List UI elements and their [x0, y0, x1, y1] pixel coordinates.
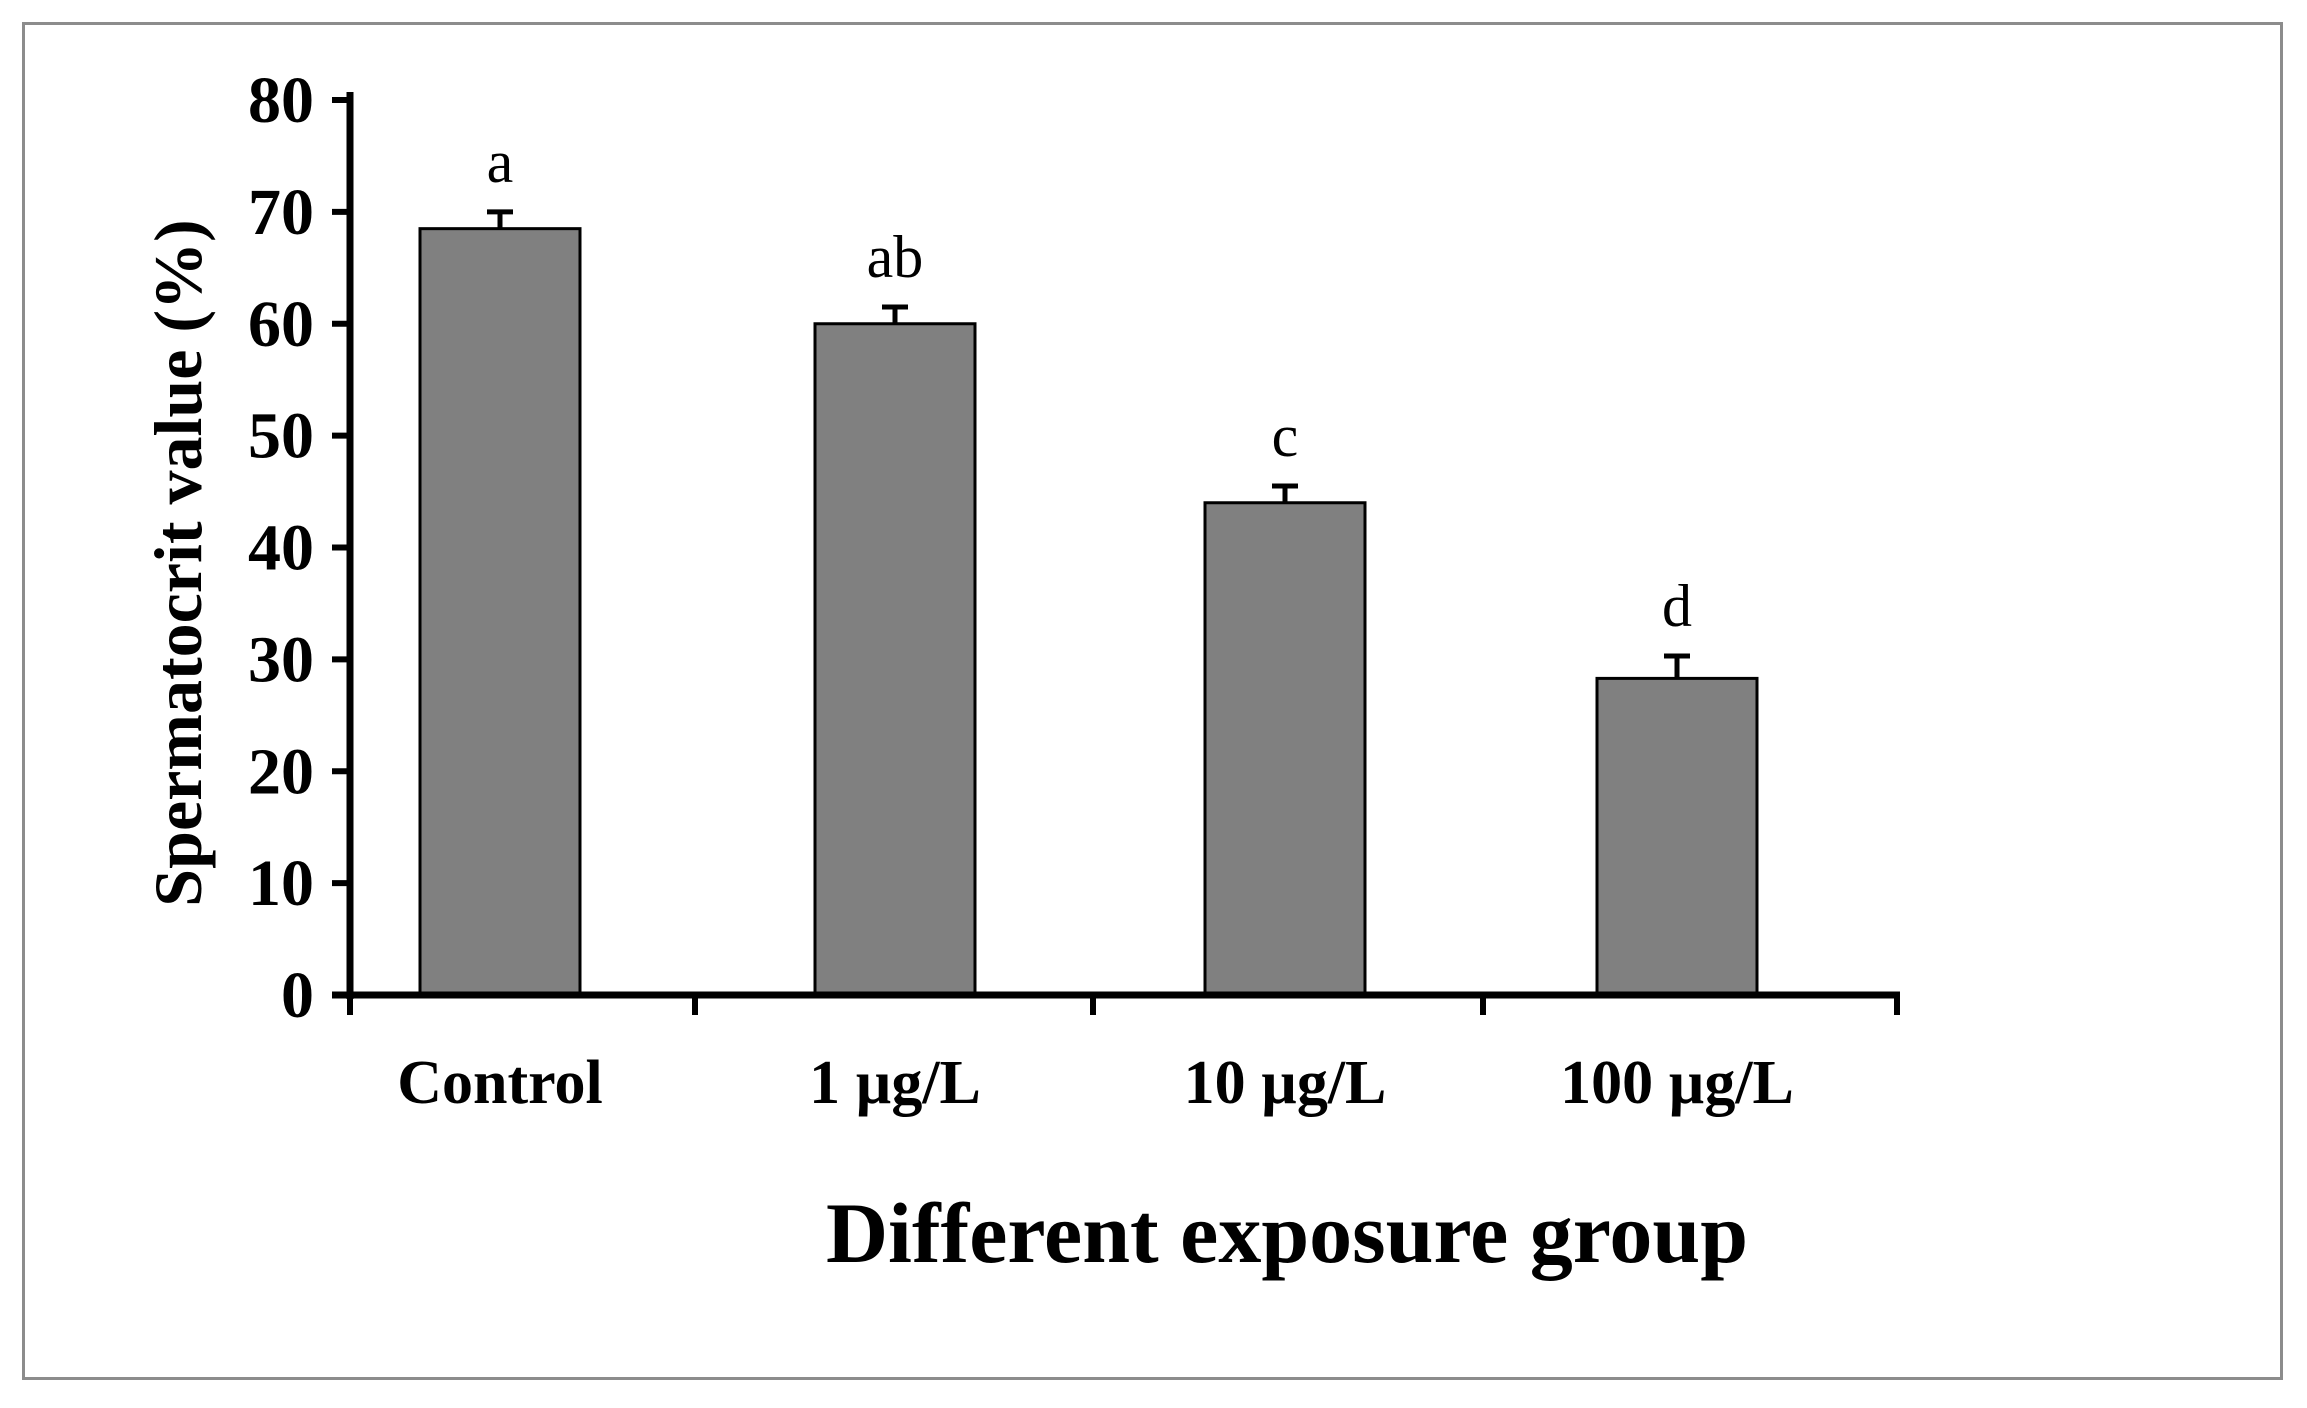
- bar-0: [418, 227, 582, 997]
- chart-frame: a Control ab 1 µg/L c 10 µg/L d 100 µg/L 0 10 20 3…: [22, 22, 2283, 1380]
- y-tick-label-0: 0: [281, 959, 314, 1032]
- x-axis-label: Different exposure group: [826, 1185, 1748, 1281]
- y-tick-label-5: 50: [248, 400, 314, 473]
- category-label-1: 1 µg/L: [809, 1049, 981, 1117]
- y-tick-label-8: 80: [248, 64, 314, 137]
- significance-label-0: a: [487, 129, 514, 195]
- bar-chart: a Control ab 1 µg/L c 10 µg/L d 100 µg/L 0 10 20 3…: [140, 64, 1900, 1281]
- category-label-3: 100 µg/L: [1560, 1049, 1794, 1117]
- y-tick-label-1: 10: [248, 847, 314, 920]
- significance-label-3: d: [1662, 573, 1692, 639]
- category-label-0: Control: [397, 1049, 603, 1117]
- significance-label-2: c: [1272, 403, 1299, 469]
- bar-1: [813, 322, 977, 997]
- significance-label-1: ab: [867, 224, 924, 290]
- bar-2: [1203, 501, 1367, 997]
- bar-3: [1595, 676, 1759, 997]
- y-tick-label-2: 20: [248, 735, 314, 808]
- category-label-2: 10 µg/L: [1184, 1049, 1387, 1117]
- y-tick-label-6: 60: [248, 288, 314, 361]
- y-tick-label-7: 70: [248, 176, 314, 249]
- bars-layer: a Control ab 1 µg/L c 10 µg/L d 100 µg/L: [397, 129, 1794, 1117]
- axes-layer: 0 10 20 30 40 50 60 70 80: [248, 64, 1900, 1032]
- y-tick-label-3: 30: [248, 623, 314, 696]
- y-axis-label: Spermatocrit value (%): [140, 219, 216, 906]
- y-tick-label-4: 40: [248, 512, 314, 585]
